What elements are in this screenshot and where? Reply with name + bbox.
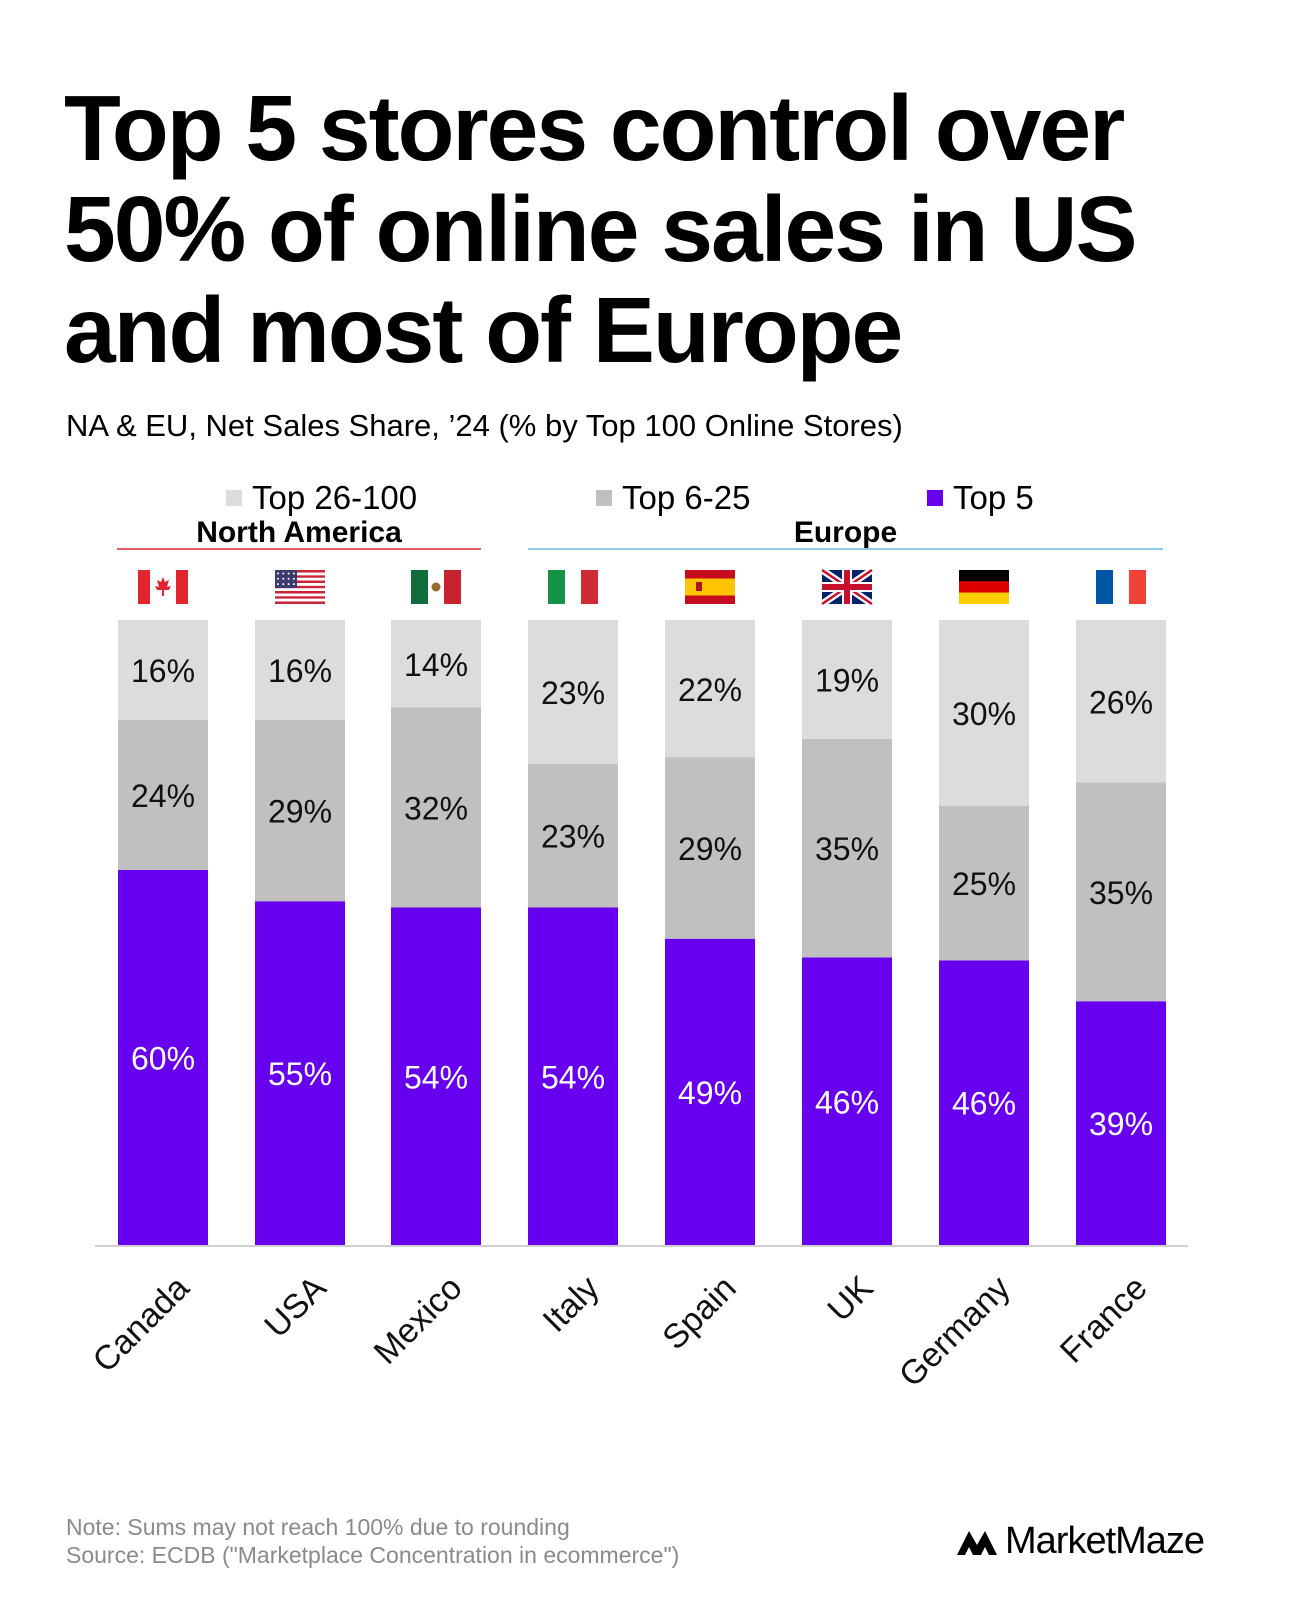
data-label-uk-top-5: 46% — [815, 1084, 879, 1120]
data-label-italy-top-26-100: 23% — [541, 675, 605, 711]
data-label-mexico-top-26-100: 14% — [404, 647, 468, 683]
usa-flag-icon — [275, 570, 325, 604]
data-label-canada-top-5: 60% — [131, 1041, 195, 1077]
bar-italy-top-6-25 — [528, 763, 618, 908]
bar-uk-top-26-100 — [802, 620, 892, 739]
canada-flag-icon — [138, 570, 188, 604]
data-label-france-top-6-25: 35% — [1089, 875, 1153, 911]
data-label-canada-top-6-25: 24% — [131, 778, 195, 814]
data-label-italy-top-6-25: 23% — [541, 819, 605, 855]
chart-title: Top 5 stores control over 50% of online … — [64, 78, 1264, 381]
data-label-germany-top-5: 46% — [952, 1086, 1016, 1122]
x-tick-label-canada: Canada — [86, 1269, 197, 1380]
bar-germany-top-6-25 — [939, 805, 1029, 961]
brand-name: MarketMaze — [1005, 1520, 1205, 1562]
uk-flag-icon — [820, 567, 874, 607]
data-label-usa-top-26-100: 16% — [268, 653, 332, 689]
bar-usa-top-5 — [255, 901, 345, 1245]
legend-item-top6-25: Top 6-25 — [596, 478, 750, 518]
chart-subtitle: NA & EU, Net Sales Share, ’24 (% by Top … — [66, 408, 903, 443]
legend-swatch-top5 — [927, 490, 943, 506]
bar-mexico-top-5 — [391, 907, 481, 1245]
x-tick-label-uk: UK — [820, 1269, 880, 1329]
bar-canada-top-6-25 — [118, 720, 208, 870]
legend-label-top26-100: Top 26-100 — [252, 479, 418, 516]
footer-source: Source: ECDB ("Marketplace Concentration… — [66, 1542, 680, 1568]
group-label-north-america: North America — [196, 516, 402, 549]
spain-flag-icon — [685, 570, 735, 604]
title-line-3: and most of Europe — [64, 278, 903, 382]
x-tick-label-france: France — [1053, 1269, 1155, 1371]
data-label-france-top-26-100: 26% — [1089, 684, 1153, 720]
bar-germany-top-26-100 — [939, 620, 1029, 806]
bar-spain-top-26-100 — [665, 620, 755, 758]
data-label-spain-top-6-25: 29% — [678, 831, 742, 867]
legend-item-top26-100: Top 26-100 — [226, 478, 417, 518]
group-label-europe: Europe — [794, 516, 897, 549]
bar-italy-top-26-100 — [528, 620, 618, 764]
x-tick-label-germany: Germany — [892, 1269, 1018, 1395]
bar-spain-top-5 — [665, 938, 755, 1245]
legend-swatch-top26-100 — [226, 490, 242, 506]
france-flag-icon — [1096, 570, 1146, 604]
title-line-1: Top 5 stores control over — [64, 76, 1125, 180]
germany-flag-icon — [959, 570, 1009, 604]
data-label-uk-top-26-100: 19% — [815, 662, 879, 698]
bar-mexico-top-6-25 — [391, 707, 481, 908]
bar-mexico-top-26-100 — [391, 620, 481, 708]
mexico-flag-icon — [411, 570, 461, 604]
legend-item-top5: Top 5 — [927, 478, 1034, 518]
data-label-spain-top-5: 49% — [678, 1075, 742, 1111]
x-tick-label-spain: Spain — [655, 1269, 743, 1357]
data-label-usa-top-5: 55% — [268, 1056, 332, 1092]
bar-france-top-5 — [1076, 1001, 1166, 1245]
data-label-france-top-5: 39% — [1089, 1106, 1153, 1142]
data-label-spain-top-26-100: 22% — [678, 672, 742, 708]
legend-label-top5: Top 5 — [953, 479, 1034, 516]
data-label-uk-top-6-25: 35% — [815, 831, 879, 867]
data-label-canada-top-26-100: 16% — [131, 653, 195, 689]
x-tick-label-italy: Italy — [536, 1269, 607, 1340]
bar-spain-top-6-25 — [665, 757, 755, 939]
bar-uk-top-5 — [802, 957, 892, 1245]
bar-canada-top-5 — [118, 870, 208, 1245]
data-label-italy-top-5: 54% — [541, 1059, 605, 1095]
legend-label-top6-25: Top 6-25 — [622, 479, 751, 516]
data-label-usa-top-6-25: 29% — [268, 794, 332, 830]
title-line-2: 50% of online sales in US — [64, 177, 1138, 281]
bar-usa-top-26-100 — [255, 620, 345, 720]
bar-canada-top-26-100 — [118, 620, 208, 720]
brand-logo: MarketMaze — [955, 1520, 1205, 1563]
bar-uk-top-6-25 — [802, 738, 892, 958]
italy-flag-icon — [548, 570, 598, 604]
marketmaze-logo-icon — [957, 1530, 997, 1555]
bar-france-top-6-25 — [1076, 782, 1166, 1002]
bar-usa-top-6-25 — [255, 720, 345, 902]
data-label-mexico-top-6-25: 32% — [404, 791, 468, 827]
data-label-germany-top-26-100: 30% — [952, 696, 1016, 732]
bar-france-top-26-100 — [1076, 620, 1166, 783]
legend-swatch-top6-25 — [596, 490, 612, 506]
data-label-mexico-top-5: 54% — [404, 1059, 468, 1095]
data-label-germany-top-6-25: 25% — [952, 866, 1016, 902]
x-tick-label-mexico: Mexico — [367, 1269, 470, 1372]
x-tick-label-usa: USA — [257, 1269, 334, 1346]
bar-italy-top-5 — [528, 907, 618, 1245]
bar-germany-top-5 — [939, 960, 1029, 1245]
stacked-bar-chart: 60% 24% 16% Canada 55% 29% 16% USA 54% 32% 14% Mexi… — [86, 516, 1188, 1395]
footer-note: Note: Sums may not reach 100% due to rou… — [66, 1514, 570, 1540]
